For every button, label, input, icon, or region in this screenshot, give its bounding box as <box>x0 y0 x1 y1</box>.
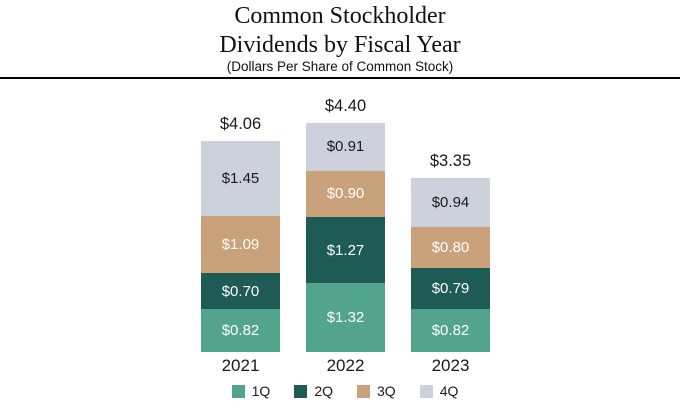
legend-item-2Q: 2Q <box>294 383 333 399</box>
segment-value-label: $0.91 <box>326 138 365 156</box>
bar-total-label-2023: $3.35 <box>429 151 472 170</box>
bar-total-label-2021: $4.06 <box>219 114 262 133</box>
header-divider-line <box>0 77 680 79</box>
legend-item-1Q: 1Q <box>231 383 271 399</box>
category-label-2023: 2023 <box>431 356 470 375</box>
segment-value-label: $0.80 <box>431 239 470 256</box>
category-label-2021: 2021 <box>221 356 260 375</box>
bar-segment-2022-4Q: $0.91 <box>306 123 385 171</box>
segment-value-label: $1.27 <box>326 241 365 259</box>
legend-item-4Q: 4Q <box>419 383 459 399</box>
bar-segment-2022-3Q: $0.90 <box>306 170 385 218</box>
bar-segment-2021-1Q: $0.82 <box>201 309 280 352</box>
bar-segment-2022-2Q: $1.27 <box>306 217 385 284</box>
segment-value-label: $0.82 <box>221 322 260 340</box>
segment-value-label: $0.70 <box>221 282 260 300</box>
legend-swatch-4Q <box>419 384 433 398</box>
segment-value-label: $0.94 <box>431 193 470 211</box>
bar-segment-2023-3Q: $0.80 <box>411 226 490 269</box>
stacked-bar-2021: $0.82 $0.70 $1.09 $1.45 <box>201 140 280 352</box>
segment-value-label: $0.79 <box>431 280 470 298</box>
segment-value-label: $0.90 <box>326 185 365 203</box>
segment-value-label: $0.82 <box>431 322 470 340</box>
stacked-bar-2023: $0.82 $0.79 $0.80 $0.94 <box>411 177 490 352</box>
bar-segment-2023-2Q: $0.79 <box>411 268 490 310</box>
legend: 1Q 2Q 3Q 4Q <box>0 383 680 399</box>
segment-value-label: $1.45 <box>221 170 260 188</box>
legend-label-2Q: 2Q <box>314 383 333 399</box>
bar-segment-2021-3Q: $1.09 <box>201 216 280 273</box>
segment-value-label: $1.32 <box>326 309 365 327</box>
legend-label-3Q: 3Q <box>377 383 396 399</box>
legend-swatch-3Q <box>357 384 370 398</box>
legend-label-4Q: 4Q <box>439 383 459 399</box>
chart-title: Common Stockholder Dividends by Fiscal Y… <box>0 2 680 60</box>
stacked-bar-2022: $1.32 $1.27 $0.90 $0.91 <box>306 123 385 352</box>
bar-total-label-2022: $4.40 <box>324 97 367 116</box>
legend-swatch-1Q <box>231 384 245 398</box>
bar-segment-2021-2Q: $0.70 <box>201 272 280 310</box>
legend-item-3Q: 3Q <box>357 383 396 399</box>
chart-title-line1: Common Stockholder <box>234 3 446 29</box>
chart-title-line2: Dividends by Fiscal Year <box>219 32 461 58</box>
bar-segment-2023-1Q: $0.82 <box>411 309 490 352</box>
segment-value-label: $1.09 <box>221 236 260 254</box>
chart-subtitle: (Dollars Per Share of Common Stock) <box>226 59 454 74</box>
bar-segment-2021-4Q: $1.45 <box>201 140 280 217</box>
legend-swatch-2Q <box>294 384 308 398</box>
legend-label-1Q: 1Q <box>251 383 271 399</box>
category-label-2022: 2022 <box>326 356 365 375</box>
bar-segment-2023-4Q: $0.94 <box>411 177 490 227</box>
bar-segment-2022-1Q: $1.32 <box>306 283 385 352</box>
